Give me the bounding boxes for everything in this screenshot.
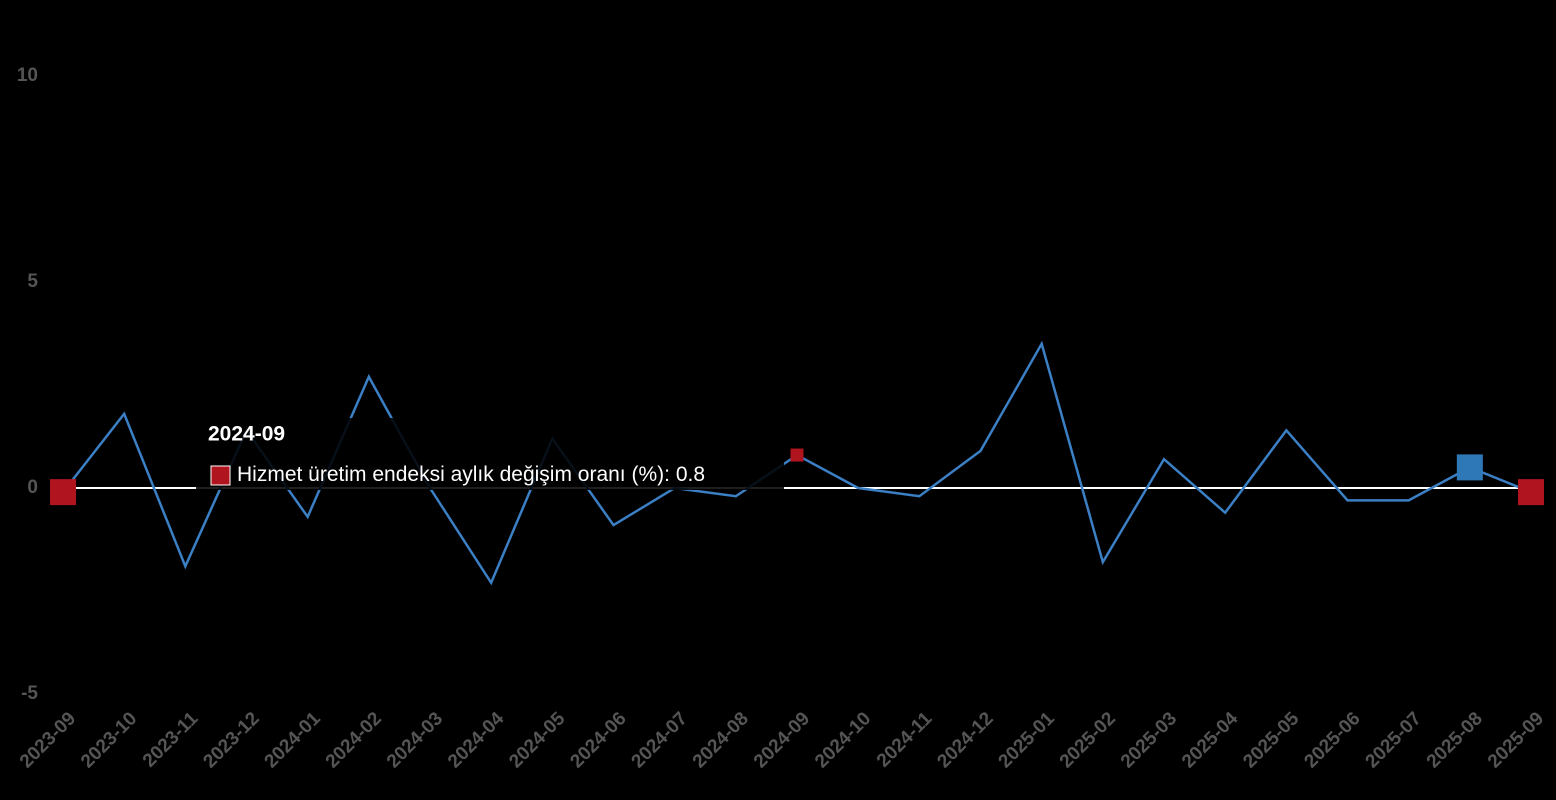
x-tick-label: 2025-02 bbox=[1056, 708, 1120, 772]
y-tick-label: 10 bbox=[17, 65, 38, 86]
y-tick-label: 5 bbox=[27, 271, 38, 292]
tooltip-text: Hizmet üretim endeksi aylık değişim oran… bbox=[237, 463, 705, 486]
x-tick-label: 2024-09 bbox=[750, 708, 814, 772]
x-tick-label: 2024-05 bbox=[505, 708, 569, 772]
x-tick-label: 2025-09 bbox=[1484, 708, 1548, 772]
hover-marker bbox=[790, 448, 804, 462]
tooltip-box bbox=[196, 418, 784, 490]
x-tick-label: 2024-01 bbox=[261, 708, 325, 772]
x-tick-label: 2024-12 bbox=[933, 708, 997, 772]
highlight-marker bbox=[1456, 454, 1483, 481]
x-tick-label: 2024-07 bbox=[628, 708, 692, 772]
x-tick-label: 2024-06 bbox=[566, 708, 630, 772]
tooltip-separator: : bbox=[664, 463, 676, 486]
tooltip-swatch bbox=[210, 465, 231, 486]
x-tick-label: 2024-03 bbox=[383, 708, 447, 772]
x-tick-label: 2024-08 bbox=[689, 708, 753, 772]
tooltip: 2024-09 Hizmet üretim endeksi aylık değiş… bbox=[196, 418, 784, 490]
x-tick-label: 2025-04 bbox=[1178, 708, 1242, 772]
tooltip-series-name: Hizmet üretim endeksi aylık değişim oran… bbox=[237, 463, 664, 486]
x-tick-label: 2025-07 bbox=[1362, 708, 1426, 772]
x-tick-label: 2025-06 bbox=[1300, 708, 1364, 772]
x-tick-label: 2023-10 bbox=[77, 708, 141, 772]
end-marker bbox=[1518, 479, 1544, 506]
x-tick-label: 2025-03 bbox=[1117, 708, 1181, 772]
x-tick-label: 2023-09 bbox=[16, 708, 80, 772]
y-tick-label: -5 bbox=[21, 683, 38, 704]
x-tick-label: 2024-04 bbox=[444, 708, 508, 772]
tooltip-title: 2024-09 bbox=[208, 423, 285, 446]
x-tick-label: 2023-11 bbox=[139, 708, 203, 772]
end-marker bbox=[50, 479, 76, 506]
x-tick-label: 2024-02 bbox=[322, 708, 386, 772]
y-tick-label: 0 bbox=[27, 477, 38, 498]
x-tick-label: 2025-08 bbox=[1423, 708, 1487, 772]
x-tick-label: 2023-12 bbox=[199, 708, 263, 772]
x-tick-label: 2025-05 bbox=[1239, 708, 1303, 772]
tooltip-value: 0.8 bbox=[676, 463, 705, 486]
x-tick-label: 2025-01 bbox=[995, 708, 1059, 772]
x-tick-label: 2024-11 bbox=[873, 708, 937, 772]
x-tick-label: 2024-10 bbox=[811, 708, 875, 772]
